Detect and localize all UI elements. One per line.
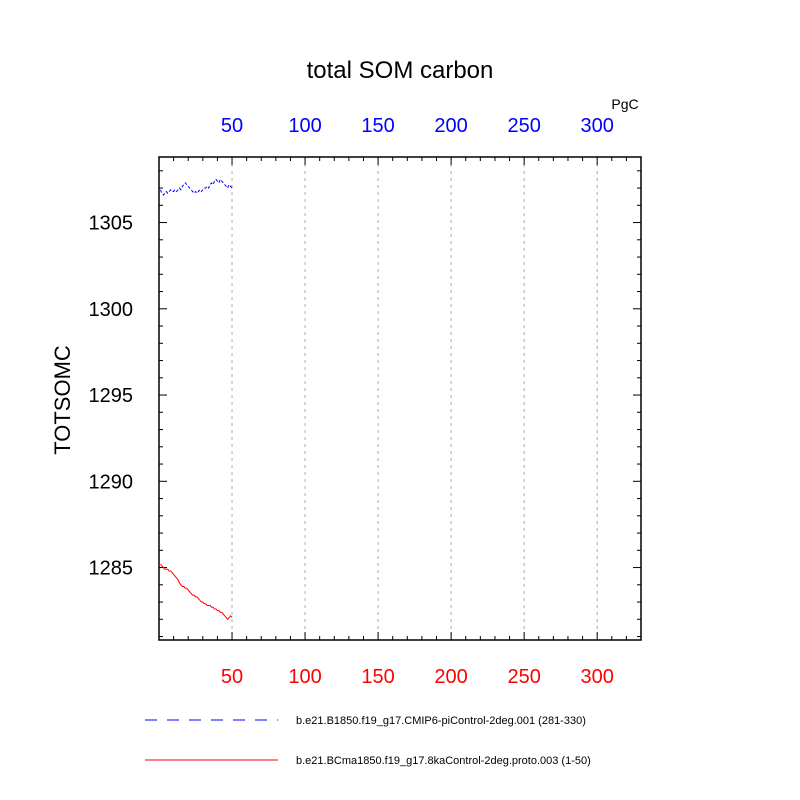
x-tick-label-top-200: 200 [434,115,467,137]
x-tick-label-bottom-300: 300 [580,666,613,688]
y-tick-label-1285: 1285 [89,558,134,580]
x-tick-label-top-300: 300 [580,115,613,137]
y-tick-label-1290: 1290 [89,471,134,493]
series-line-1 [159,178,233,196]
series-line-2 [160,563,233,621]
chart-title: total SOM carbon [307,57,494,84]
x-tick-label-bottom-200: 200 [434,666,467,688]
y-tick-label-1305: 1305 [89,213,134,235]
y-axis-label: TOTSOMC [50,345,75,455]
y-tick-label-1295: 1295 [89,385,134,407]
x-tick-label-top-250: 250 [507,115,540,137]
legend-label-2: b.e21.BCma1850.f19_g17.8kaControl-2deg.p… [296,755,591,767]
x-tick-label-top-150: 150 [361,115,394,137]
legend-label-1: b.e21.B1850.f19_g17.CMIP6-piControl-2deg… [296,715,586,727]
x-tick-label-bottom-50: 50 [221,666,243,688]
y-tick-label-1300: 1300 [89,299,134,321]
x-tick-label-bottom-100: 100 [288,666,321,688]
units-label: PgC [611,96,638,112]
x-tick-label-top-100: 100 [288,115,321,137]
x-tick-label-bottom-250: 250 [507,666,540,688]
x-tick-label-top-50: 50 [221,115,243,137]
plot-area: 50 50 100 100 150 150 200 200 250 250 300 300 1285 12… [89,115,642,688]
plot-frame [158,156,642,641]
x-tick-label-bottom-150: 150 [361,666,394,688]
legend: b.e21.B1850.f19_g17.CMIP6-piControl-2deg… [145,715,591,767]
